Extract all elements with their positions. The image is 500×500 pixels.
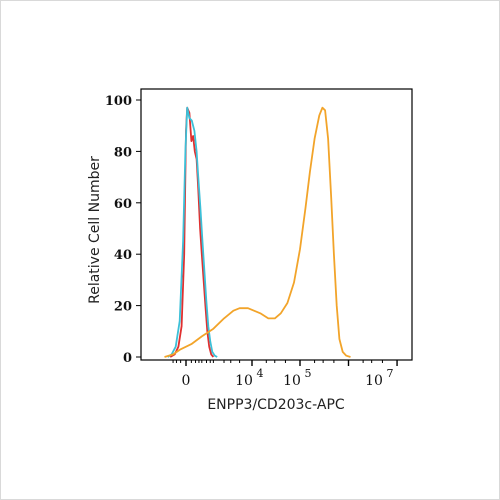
x-tick-exponent: 5 [305, 367, 312, 380]
y-axis-title: Relative Cell Number [87, 156, 103, 304]
series-layer [164, 106, 351, 358]
x-tick-exponent: 7 [387, 367, 394, 380]
x-tick-label: 0 [182, 373, 191, 389]
x-tick-label: 10 [283, 373, 301, 389]
y-axis: 0 20 40 60 80 100 [105, 94, 141, 366]
y-tick-label: 100 [105, 94, 132, 109]
histogram-series-3 [164, 106, 351, 358]
histogram-series-1 [169, 106, 215, 358]
y-tick-label: 80 [114, 145, 132, 160]
y-tick-label: 60 [114, 197, 132, 212]
x-axis: 0 10 4 10 5 10 7 [172, 360, 398, 389]
x-axis-title: ENPP3/CD203c-APC [207, 397, 345, 413]
y-tick-label: 20 [114, 300, 132, 315]
plot-area-border [140, 88, 413, 361]
x-tick-label: 10 [235, 373, 253, 389]
histogram-series-2 [167, 106, 218, 358]
y-tick-label: 40 [114, 248, 132, 263]
y-tick-label: 0 [123, 351, 132, 366]
x-tick-exponent: 4 [257, 367, 264, 380]
x-tick-label: 10 [365, 373, 383, 389]
